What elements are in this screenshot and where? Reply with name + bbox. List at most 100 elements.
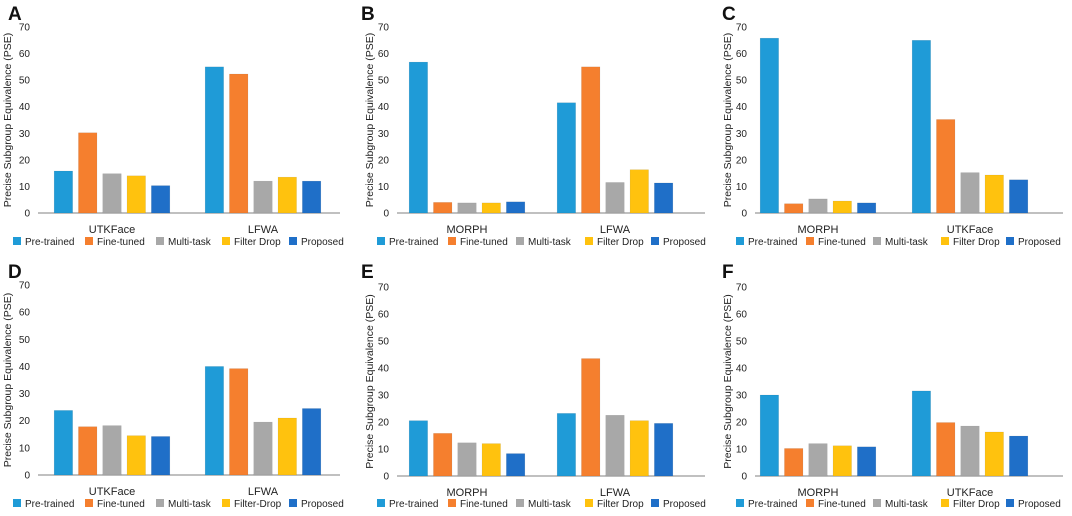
bar-filter-drop-morph: [481, 443, 501, 477]
bar-multi-task-morph: [808, 198, 828, 214]
bar-multi-task-lfwa: [253, 180, 273, 214]
legend-swatch: [516, 499, 524, 507]
bar-multi-task-morph: [457, 442, 477, 477]
bar-multi-task-lfwa: [253, 421, 273, 476]
chart-panel-f: F Precise Subgroup Equivalence (PSE) 0 10 20…: [722, 262, 1063, 510]
y-tick-label: 50: [19, 76, 31, 87]
legend-label: Proposed: [1018, 499, 1061, 510]
legend-label: Filter Drop: [953, 237, 1000, 248]
legend-swatch: [13, 237, 21, 245]
legend-label: Multi-task: [168, 237, 212, 248]
x-category-label: LFWA: [600, 224, 631, 236]
legend-label: Pre-trained: [25, 499, 74, 510]
legend-label: Pre-trained: [389, 237, 438, 248]
y-tick-label: 0: [741, 209, 747, 220]
legend-label: Filter Drop: [953, 499, 1000, 510]
y-tick-label: 0: [24, 209, 30, 220]
chart-panel-c: C Precise Subgroup Equivalence (PSE) 0 10 20…: [722, 4, 1063, 248]
legend-label: Multi-task: [885, 499, 929, 510]
legend-swatch: [1006, 499, 1014, 507]
bar-fine-tuned-utkface: [936, 422, 956, 477]
bar-fine-tuned-lfwa: [229, 73, 249, 214]
legend-swatch: [85, 237, 93, 245]
legend-label: Proposed: [1018, 237, 1061, 248]
legend-label: Proposed: [301, 237, 344, 248]
legend-swatch: [377, 237, 385, 245]
y-tick-label: 10: [378, 445, 390, 456]
y-tick-label: 20: [378, 155, 390, 166]
legend-label: Multi-task: [885, 237, 929, 248]
bar-pre-trained-utkface: [911, 40, 931, 214]
bar-pre-trained-lfwa: [204, 66, 224, 214]
x-category-label: LFWA: [600, 487, 631, 499]
bar-multi-task-lfwa: [605, 415, 625, 477]
panel-letter: E: [361, 262, 374, 283]
legend-swatch: [736, 499, 744, 507]
y-tick-label: 10: [736, 445, 748, 456]
y-tick-label: 40: [378, 102, 390, 113]
y-tick-label: 50: [736, 76, 748, 87]
bar-proposed-morph: [857, 446, 877, 477]
bar-proposed-lfwa: [654, 423, 674, 477]
panel-letter: B: [361, 4, 375, 25]
legend-label: Pre-trained: [25, 237, 74, 248]
legend-swatch: [736, 237, 744, 245]
y-tick-label: 70: [19, 23, 31, 34]
legend-swatch: [941, 499, 949, 507]
x-category-label: MORPH: [798, 487, 839, 499]
y-tick-label: 0: [383, 472, 389, 483]
legend-label: Filter Drop: [597, 499, 644, 510]
bar-filter-drop-lfwa: [629, 420, 649, 477]
bar-filter-drop-lfwa: [277, 176, 297, 214]
y-tick-label: 60: [378, 49, 390, 60]
bar-proposed-utkface: [1009, 435, 1029, 477]
bar-pre-trained-utkface: [911, 390, 931, 477]
bar-filter-drop-morph: [481, 202, 501, 214]
legend-label: Fine-tuned: [818, 237, 866, 248]
bar-proposed-utkface: [151, 185, 171, 214]
x-category-label: MORPH: [447, 487, 488, 499]
y-tick-label: 60: [19, 308, 31, 319]
bar-fine-tuned-utkface: [78, 426, 98, 476]
y-axis-label: Precise Subgroup Equivalence (PSE): [2, 293, 14, 468]
legend-label: Pre-trained: [389, 499, 438, 510]
y-tick-label: 10: [19, 182, 31, 193]
bar-pre-trained-lfwa: [556, 102, 576, 214]
bar-filter-drop-lfwa: [277, 417, 297, 476]
legend-label: Multi-task: [168, 499, 212, 510]
y-tick-label: 50: [378, 76, 390, 87]
legend-label: Pre-trained: [748, 499, 797, 510]
y-tick-label: 60: [378, 310, 390, 321]
bar-proposed-lfwa: [302, 408, 322, 476]
legend-swatch: [448, 237, 456, 245]
y-tick-label: 30: [378, 391, 390, 402]
bar-multi-task-morph: [808, 443, 828, 477]
legend-swatch: [377, 499, 385, 507]
y-tick-label: 40: [19, 362, 31, 373]
y-tick-label: 10: [378, 182, 390, 193]
y-tick-label: 50: [378, 337, 390, 348]
legend-label: Multi-task: [528, 499, 572, 510]
bar-pre-trained-utkface: [53, 170, 73, 214]
legend-swatch: [289, 237, 297, 245]
y-tick-label: 60: [736, 49, 748, 60]
y-tick-label: 70: [19, 281, 31, 292]
bar-pre-trained-lfwa: [204, 366, 224, 476]
legend-swatch: [13, 499, 21, 507]
legend-swatch: [873, 237, 881, 245]
bar-pre-trained-lfwa: [556, 413, 576, 477]
y-tick-label: 30: [378, 129, 390, 140]
y-tick-label: 0: [24, 471, 30, 482]
legend-label: Multi-task: [528, 237, 572, 248]
y-tick-label: 30: [19, 129, 31, 140]
legend-swatch: [222, 237, 230, 245]
y-tick-label: 0: [383, 209, 389, 220]
legend-label: Fine-tuned: [818, 499, 866, 510]
y-tick-label: 40: [736, 364, 748, 375]
legend-swatch: [1006, 237, 1014, 245]
bar-multi-task-utkface: [960, 172, 980, 214]
bar-pre-trained-morph: [408, 61, 428, 214]
y-tick-label: 50: [736, 337, 748, 348]
y-tick-label: 70: [378, 23, 390, 34]
